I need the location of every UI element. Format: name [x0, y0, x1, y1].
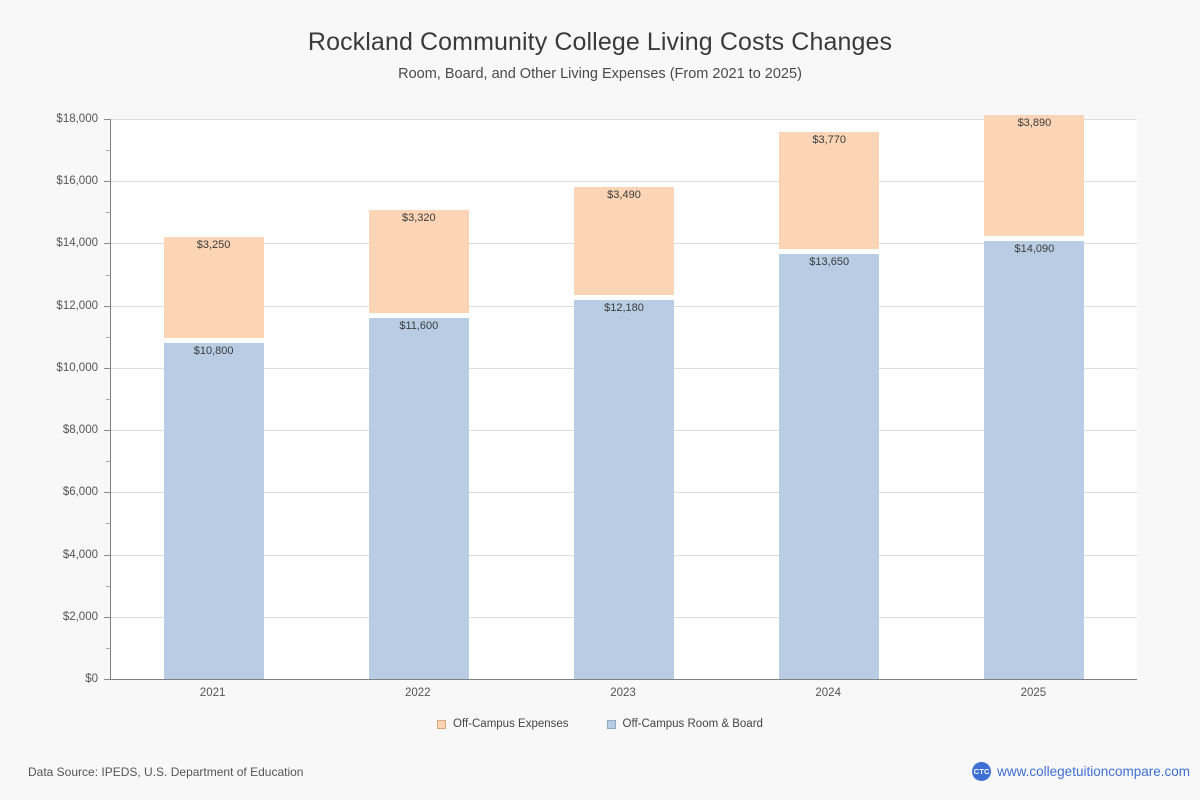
x-axis: 2021 2022 2023 2024 2025: [110, 681, 1136, 707]
y-axis-tick: [104, 492, 111, 494]
bar-segment-room-board[interactable]: [984, 240, 1085, 679]
bar-segment-room-board[interactable]: [574, 300, 674, 679]
y-axis-minor-tick: [106, 336, 111, 338]
bar-group[interactable]: $13,650 $3,770: [779, 119, 880, 679]
y-axis-label: $6,000: [62, 486, 98, 499]
y-axis-tick: [104, 430, 111, 432]
bar-segment-expenses[interactable]: [163, 236, 264, 338]
legend-item[interactable]: Off-Campus Room & Board: [606, 718, 763, 730]
y-axis-minor-tick: [106, 274, 111, 276]
bar-segment-expenses[interactable]: [779, 132, 880, 250]
brand-url-text: www.collegetuitioncompare.com: [997, 764, 1190, 779]
title-block: Rockland Community College Living Costs …: [0, 28, 1200, 82]
y-axis-label: $12,000: [56, 299, 98, 312]
bar-segment-room-board[interactable]: [779, 254, 880, 679]
bar-group[interactable]: $10,800 $3,250: [163, 119, 264, 679]
y-axis-tick: [104, 181, 111, 183]
legend-swatch-icon: [437, 719, 447, 729]
brand-link[interactable]: CTC www.collegetuitioncompare.com: [972, 762, 1190, 781]
y-axis-minor-tick: [106, 585, 111, 587]
gridline: [111, 181, 1137, 183]
y-axis-tick: [104, 119, 111, 120]
x-axis-label: 2024: [815, 687, 841, 699]
y-axis-tick: [104, 616, 111, 618]
y-axis-label: $10,000: [56, 361, 98, 374]
legend-item[interactable]: Off-Campus Expenses: [437, 718, 569, 730]
bar-group[interactable]: $12,180 $3,490: [574, 119, 674, 679]
gridline: [111, 119, 1137, 120]
y-axis-label: $14,000: [56, 237, 98, 250]
legend-label: Off-Campus Expenses: [453, 718, 569, 730]
bar-segment-room-board[interactable]: [163, 343, 264, 679]
y-axis-minor-tick: [106, 150, 111, 152]
x-axis-label: 2023: [610, 687, 636, 699]
y-axis-minor-tick: [106, 647, 111, 649]
y-axis-tick: [104, 305, 111, 307]
chart-legend: Off-Campus Expenses Off-Campus Room & Boa…: [0, 718, 1200, 730]
bar-segment-expenses[interactable]: [574, 186, 674, 296]
y-axis-label: $18,000: [56, 113, 98, 125]
ctc-logo-icon: CTC: [972, 762, 992, 781]
bar-segment-expenses[interactable]: [368, 209, 469, 314]
y-axis-minor-tick: [106, 523, 111, 525]
y-axis-tick: [104, 243, 111, 245]
bar-segment-expenses[interactable]: [984, 114, 1085, 236]
chart-plot-area: $10,800 $3,250 $11,600 $3,320 $12,180 $3,490 $…: [104, 114, 1137, 680]
y-axis-minor-tick: [106, 399, 111, 400]
bar-segment-room-board[interactable]: [368, 318, 469, 679]
data-source-note: Data Source: IPEDS, U.S. Department of E…: [28, 765, 304, 779]
y-axis-tick: [104, 554, 111, 556]
bar-group[interactable]: $11,600 $3,320: [368, 119, 469, 679]
legend-swatch-icon: [606, 719, 616, 729]
y-axis-label: $0: [85, 673, 98, 685]
y-axis-tick: [104, 367, 111, 369]
x-axis-label: 2025: [1020, 687, 1047, 699]
bars-layer: $10,800 $3,250 $11,600 $3,320 $12,180 $3,490 $…: [111, 114, 1137, 679]
bar-group[interactable]: $14,090 $3,890: [984, 114, 1085, 679]
y-axis-minor-tick: [106, 212, 111, 214]
y-axis-label: $16,000: [56, 175, 98, 188]
y-axis-minor-tick: [106, 461, 111, 463]
y-axis-tick: [104, 679, 111, 680]
legend-label: Off-Campus Room & Board: [622, 718, 763, 730]
chart-subtitle: Room, Board, and Other Living Expenses (…: [398, 66, 802, 82]
y-axis-label: $4,000: [62, 548, 98, 561]
y-axis-label: $2,000: [62, 610, 98, 623]
page-title: Rockland Community College Living Costs …: [307, 28, 893, 56]
x-axis-label: 2021: [199, 687, 226, 699]
x-axis-label: 2022: [405, 687, 431, 699]
y-axis-label: $8,000: [62, 424, 98, 437]
